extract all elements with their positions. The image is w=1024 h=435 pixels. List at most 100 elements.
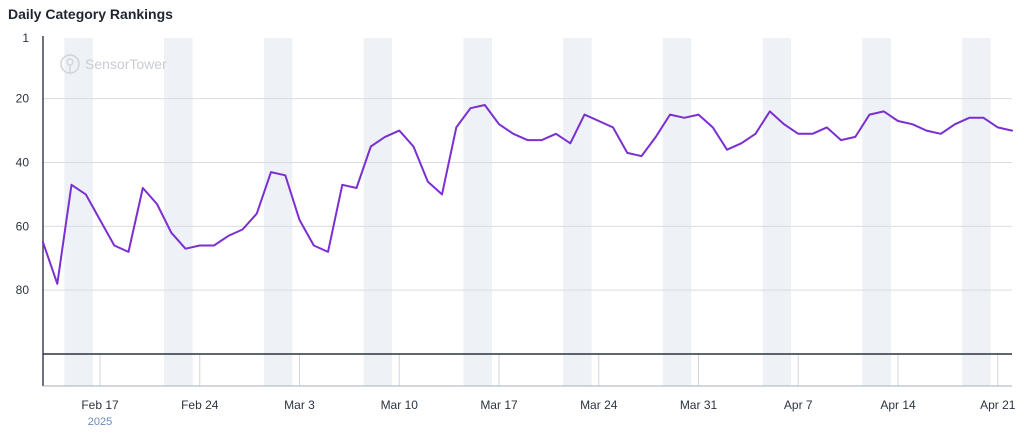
data-point xyxy=(911,123,913,125)
data-point xyxy=(598,120,600,122)
chart-title: Daily Category Rankings xyxy=(8,6,173,22)
data-point xyxy=(983,117,985,119)
x-tick-label: Mar 17 xyxy=(480,398,518,412)
data-point xyxy=(142,187,144,189)
data-point xyxy=(769,110,771,112)
data-point xyxy=(1011,130,1013,132)
data-point xyxy=(997,126,999,128)
data-point xyxy=(227,235,229,237)
data-point xyxy=(185,248,187,250)
x-tick-label: Feb 24 xyxy=(181,398,219,412)
data-point xyxy=(356,187,358,189)
weekend-band xyxy=(363,38,393,386)
data-point xyxy=(299,219,301,221)
data-point xyxy=(940,133,942,135)
data-point xyxy=(869,114,871,116)
data-point xyxy=(242,229,244,231)
data-point xyxy=(797,133,799,135)
data-point xyxy=(156,203,158,205)
data-point xyxy=(441,193,443,195)
weekend-band xyxy=(64,38,93,386)
watermark-text: SensorTower xyxy=(85,56,167,72)
data-point xyxy=(755,133,757,135)
data-point xyxy=(840,139,842,141)
data-point xyxy=(954,123,956,125)
x-tick-label: Apr 14 xyxy=(880,398,916,412)
data-point xyxy=(669,114,671,116)
data-point xyxy=(427,181,429,183)
data-point xyxy=(213,245,215,247)
x-tick-label: Mar 31 xyxy=(680,398,718,412)
y-tick-label: 60 xyxy=(16,219,30,233)
data-point xyxy=(812,133,814,135)
data-point xyxy=(284,174,286,176)
data-point xyxy=(926,130,928,132)
sensortower-logo-icon xyxy=(60,54,80,74)
data-point xyxy=(826,126,828,128)
data-point xyxy=(883,110,885,112)
x-tick-label: Apr 7 xyxy=(784,398,813,412)
x-tick-label: Feb 17 xyxy=(81,398,119,412)
data-point xyxy=(541,139,543,141)
data-point xyxy=(683,117,685,119)
data-point xyxy=(341,184,343,186)
data-point xyxy=(655,136,657,138)
x-tick-label: Mar 3 xyxy=(284,398,315,412)
data-point xyxy=(968,117,970,119)
data-point xyxy=(726,149,728,151)
data-point xyxy=(199,245,201,247)
data-point xyxy=(555,133,557,135)
data-point xyxy=(313,245,315,247)
weekend-band xyxy=(762,38,792,386)
data-point xyxy=(626,152,628,154)
data-point xyxy=(612,126,614,128)
data-point xyxy=(256,213,258,215)
x-year-label: 2025 xyxy=(88,416,112,428)
weekend-band xyxy=(263,38,293,386)
data-point xyxy=(783,123,785,125)
data-point xyxy=(641,155,643,157)
data-point xyxy=(398,130,400,132)
x-tick-label: Mar 10 xyxy=(381,398,419,412)
data-point xyxy=(99,219,101,221)
series-line xyxy=(42,104,1013,285)
data-point xyxy=(42,241,44,243)
weekend-band xyxy=(662,38,692,386)
y-tick-label: 40 xyxy=(16,155,30,169)
x-tick-label: Mar 24 xyxy=(580,398,618,412)
data-point xyxy=(56,283,58,285)
data-point xyxy=(498,123,500,125)
data-point xyxy=(698,114,700,116)
weekend-band xyxy=(962,38,991,386)
data-point xyxy=(569,142,571,144)
data-point xyxy=(270,171,272,173)
data-point xyxy=(470,107,472,109)
data-point xyxy=(128,251,130,253)
data-point xyxy=(327,251,329,253)
weekend-band xyxy=(563,38,592,386)
data-point xyxy=(484,104,486,106)
y-tick-label: 20 xyxy=(16,92,30,106)
data-point xyxy=(584,114,586,116)
data-point xyxy=(897,120,899,122)
data-point xyxy=(113,245,115,247)
x-tick-label: Apr 21 xyxy=(980,398,1016,412)
data-point xyxy=(512,133,514,135)
data-point xyxy=(413,146,415,148)
weekend-band xyxy=(463,38,492,386)
y-tick-label: 80 xyxy=(16,283,30,297)
data-point xyxy=(170,232,172,234)
data-point xyxy=(384,136,386,138)
data-point xyxy=(370,146,372,148)
data-point xyxy=(712,126,714,128)
data-point xyxy=(527,139,529,141)
data-point xyxy=(85,193,87,195)
data-point xyxy=(854,136,856,138)
data-point xyxy=(740,142,742,144)
weekend-band xyxy=(164,38,193,386)
data-point xyxy=(455,126,457,128)
data-point xyxy=(71,184,73,186)
y-tick-label: 1 xyxy=(22,31,29,45)
